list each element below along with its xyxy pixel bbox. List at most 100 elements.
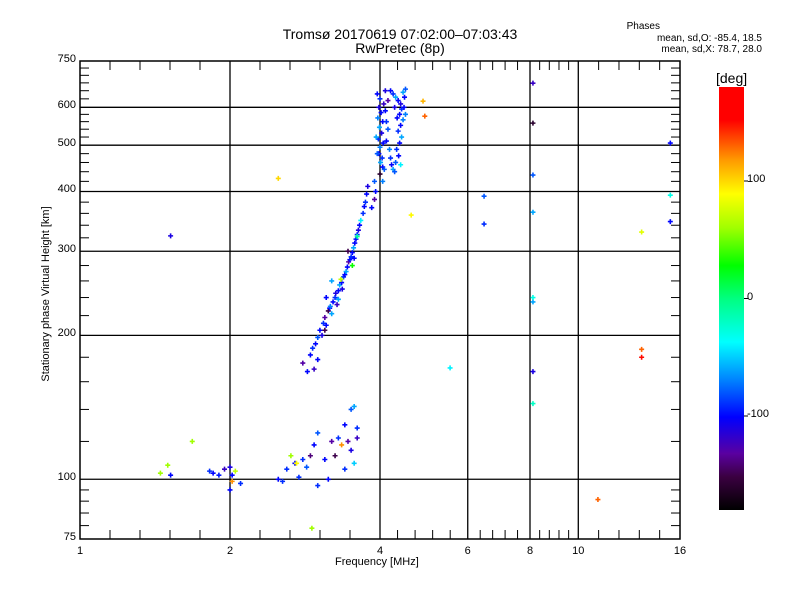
data-point [322,327,328,333]
data-point [379,155,385,161]
data-point [372,196,378,202]
data-point [639,346,645,352]
data-point [345,438,351,444]
data-point [238,480,244,486]
data-point [307,352,313,358]
data-point [348,254,354,260]
data-point [365,183,371,189]
data-point [530,80,536,86]
data-point [335,296,341,302]
data-point [210,470,216,476]
data-point [332,295,338,301]
data-point [323,295,329,301]
y-tick-label: 100 [57,471,76,484]
y-tick-label: 600 [57,99,76,112]
data-point [398,162,404,168]
data-point [530,369,536,375]
data-point [333,290,339,296]
data-point [397,140,403,146]
data-point [402,111,408,117]
data-point [392,104,398,110]
data-point [334,302,340,308]
data-point [378,159,384,165]
data-point [342,466,348,472]
y-tick-label: 400 [57,183,76,196]
y-tick-label: 750 [57,53,76,65]
y-axis-label: Stationary phase Virtual Height [km] [40,206,52,382]
data-point [307,453,313,459]
data-point [227,487,233,493]
data-point [222,466,228,472]
data-point [327,303,333,309]
data-point [351,245,357,251]
data-point [361,204,367,210]
data-point [379,130,385,136]
data-point [322,314,328,320]
data-point [329,438,335,444]
data-point [383,138,389,144]
data-point [376,104,382,110]
data-point [329,311,335,317]
data-point [322,456,328,462]
data-point [398,122,404,128]
data-point [401,104,407,110]
data-point [388,155,394,161]
data-point [667,140,673,146]
data-point [395,128,401,134]
data-point [377,144,383,150]
data-point [481,193,487,199]
data-point [530,299,536,305]
data-point [382,88,388,94]
data-point [530,295,536,301]
data-point [395,98,401,104]
data-point [381,166,387,172]
data-point [229,478,235,484]
data-point [354,435,360,441]
data-point [400,117,406,123]
stats-o-mode: mean, sd,O: -85.4, 18.5 [656,33,762,44]
data-point [383,119,389,125]
data-points [157,80,673,531]
data-point [374,91,380,97]
data-point [348,406,354,412]
data-point [364,191,370,197]
data-point [344,264,350,270]
data-point [530,401,536,407]
data-point [300,456,306,462]
x-tick-label: 4 [376,545,384,557]
data-point [377,171,383,177]
chart-title: Tromsø 20170619 07:02:00–07:03:43 [282,26,518,42]
data-point [311,366,317,372]
data-point [402,86,408,92]
data-point [530,120,536,126]
data-point [369,205,375,211]
data-point [207,468,213,474]
data-point [639,354,645,360]
data-point [300,360,306,366]
data-point [530,172,536,178]
data-point [311,442,317,448]
data-point [229,472,235,478]
data-point [304,369,310,375]
data-point [325,476,331,482]
data-point [216,472,222,478]
data-point [168,233,174,239]
data-point [335,435,341,441]
data-point [447,365,453,371]
data-point [339,286,345,292]
data-point [385,126,391,132]
data-point [376,124,382,130]
data-point [330,299,336,305]
data-point [351,460,357,466]
colorbar-label: [deg] [716,70,748,86]
data-point [349,263,355,269]
data-point [398,101,404,107]
data-point [304,464,310,470]
data-point [232,468,238,474]
data-point [317,327,323,333]
data-point [420,98,426,104]
data-point [310,345,316,351]
data-point [351,255,357,261]
data-point [349,250,355,256]
